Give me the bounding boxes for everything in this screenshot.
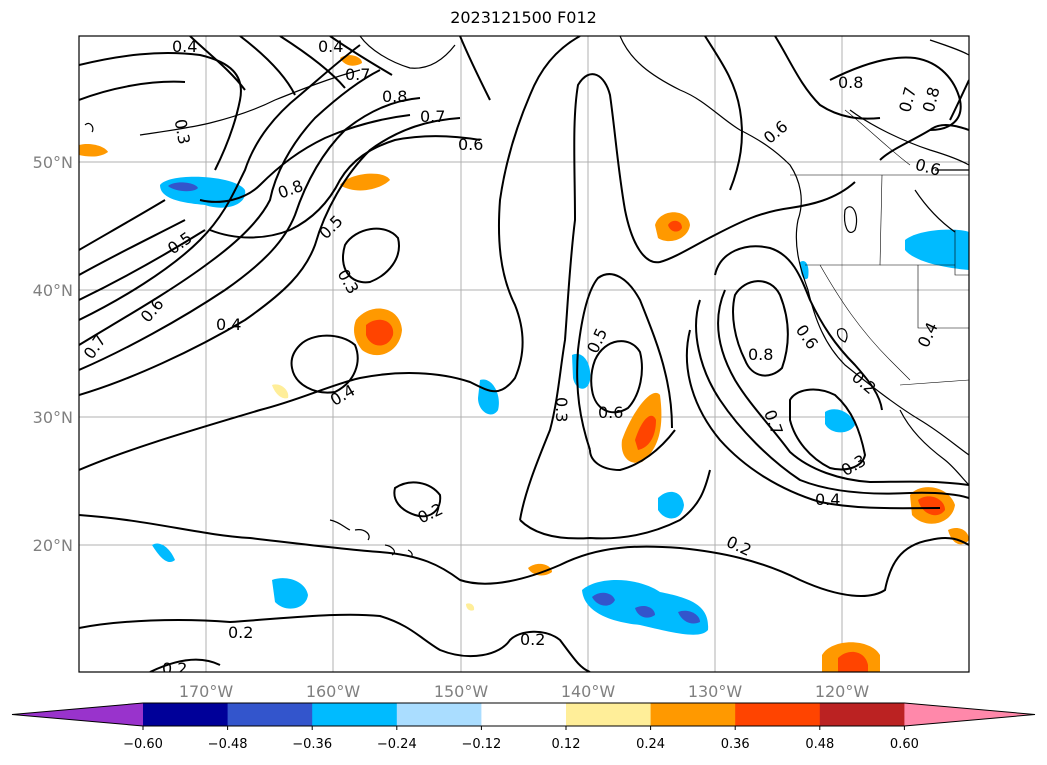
gridlines [79, 36, 969, 672]
colorbar-tick-label: −0.60 [123, 737, 163, 752]
colorbar-tick-label: −0.36 [292, 737, 332, 752]
positive-anomaly-region [340, 55, 362, 66]
contour-label: 0.4 [318, 37, 343, 56]
colorbar-tick-label: 0.12 [552, 737, 581, 752]
negative-anomaly-core [168, 182, 198, 192]
plot-frame [78, 35, 970, 673]
colorbar-segment [735, 703, 821, 726]
contour-label: 0.8 [748, 345, 773, 364]
positive-anomaly-region [79, 143, 108, 157]
negative-anomaly-core [678, 610, 700, 624]
contour-label: 0.2 [228, 623, 253, 642]
positive-anomaly-core [838, 651, 868, 672]
contour-label: 0.3 [552, 397, 571, 422]
positive-anomaly-core [366, 319, 394, 346]
positive-anomaly-region [466, 603, 475, 611]
contour-label: 0.6 [458, 135, 483, 154]
colorbar-extend-low [12, 703, 143, 726]
positive-anomaly-region [340, 173, 390, 191]
colorbar-segment [312, 703, 398, 726]
lon-tick-label: 140°W [561, 682, 616, 701]
positive-anomaly-region [528, 563, 552, 576]
lat-tick-label: 40°N [33, 281, 73, 300]
negative-anomaly-core [592, 592, 615, 606]
lon-tick-label: 120°W [815, 682, 870, 701]
positive-anomaly-region [948, 528, 969, 545]
negative-anomaly-region [658, 491, 684, 519]
contour-label: 0.4 [815, 490, 840, 509]
negative-anomaly-region [272, 578, 308, 609]
contour-label: 0.8 [838, 73, 863, 92]
contour-label: 0.2 [162, 659, 187, 678]
colorbar-tick-label: 0.48 [805, 737, 834, 752]
colorbar-segment [227, 703, 313, 726]
positive-anomaly-core [668, 220, 682, 232]
contour-label: 0.6 [598, 403, 623, 422]
colorbar-tick-label: 0.24 [636, 737, 665, 752]
positive-anomaly-core [918, 496, 945, 516]
colorbar-extend-high [904, 703, 1035, 726]
colorbar-segment [819, 703, 905, 726]
positive-anomaly-region [272, 384, 289, 399]
contour-label: 0.8 [382, 87, 407, 106]
shaded-anomalies [79, 55, 969, 672]
longitude-labels: 170°W 160°W 150°W 140°W 130°W 120°W [179, 682, 870, 701]
negative-anomaly-region [825, 409, 855, 433]
colorbar-tick-label: −0.12 [461, 737, 501, 752]
negative-anomaly-core [635, 605, 655, 618]
lat-tick-label: 50°N [33, 153, 73, 172]
colorbar-tick-label: −0.48 [208, 737, 248, 752]
contour-label: 0.4 [216, 315, 241, 334]
colorbar-tick-label: 0.36 [721, 737, 750, 752]
colorbar-segment [143, 703, 229, 726]
negative-anomaly-region [800, 260, 809, 280]
contour-label: 0.3 [171, 118, 194, 146]
contour-label: 0.7 [420, 107, 445, 126]
negative-anomaly-region [905, 229, 969, 270]
lon-tick-label: 160°W [306, 682, 361, 701]
political-borders [790, 109, 969, 386]
colorbar-tick-label: 0.60 [890, 737, 919, 752]
lon-tick-label: 170°W [179, 682, 234, 701]
colorbar: −0.60 −0.48 −0.36 −0.24 −0.12 0.12 0.24 0.36 0.4… [11, 702, 1036, 752]
latitude-labels: 50°N 40°N 30°N 20°N [33, 153, 73, 555]
colorbar-segment [481, 703, 567, 726]
positive-anomaly-core [635, 415, 656, 450]
contour-lines [79, 36, 969, 672]
lon-tick-label: 130°W [688, 682, 743, 701]
colorbar-tick-label: −0.24 [377, 737, 417, 752]
colorbar-segment [650, 703, 736, 726]
contour-label: 0.4 [172, 37, 197, 56]
lon-tick-label: 150°W [434, 682, 489, 701]
colorbar-segment [396, 703, 482, 726]
contour-label: 0.2 [520, 630, 545, 649]
contour-label: 0.7 [345, 65, 370, 84]
negative-anomaly-region [152, 543, 175, 563]
coastlines [84, 36, 969, 558]
plot-title: 2023121500 F012 [450, 8, 597, 27]
lat-tick-label: 30°N [33, 408, 73, 427]
lat-tick-label: 20°N [33, 536, 73, 555]
colorbar-segment [566, 703, 652, 726]
map-area: 0.4 0.3 0.5 0.6 0.7 0.8 0.8 0.7 0.6 0.5 … [79, 36, 969, 678]
